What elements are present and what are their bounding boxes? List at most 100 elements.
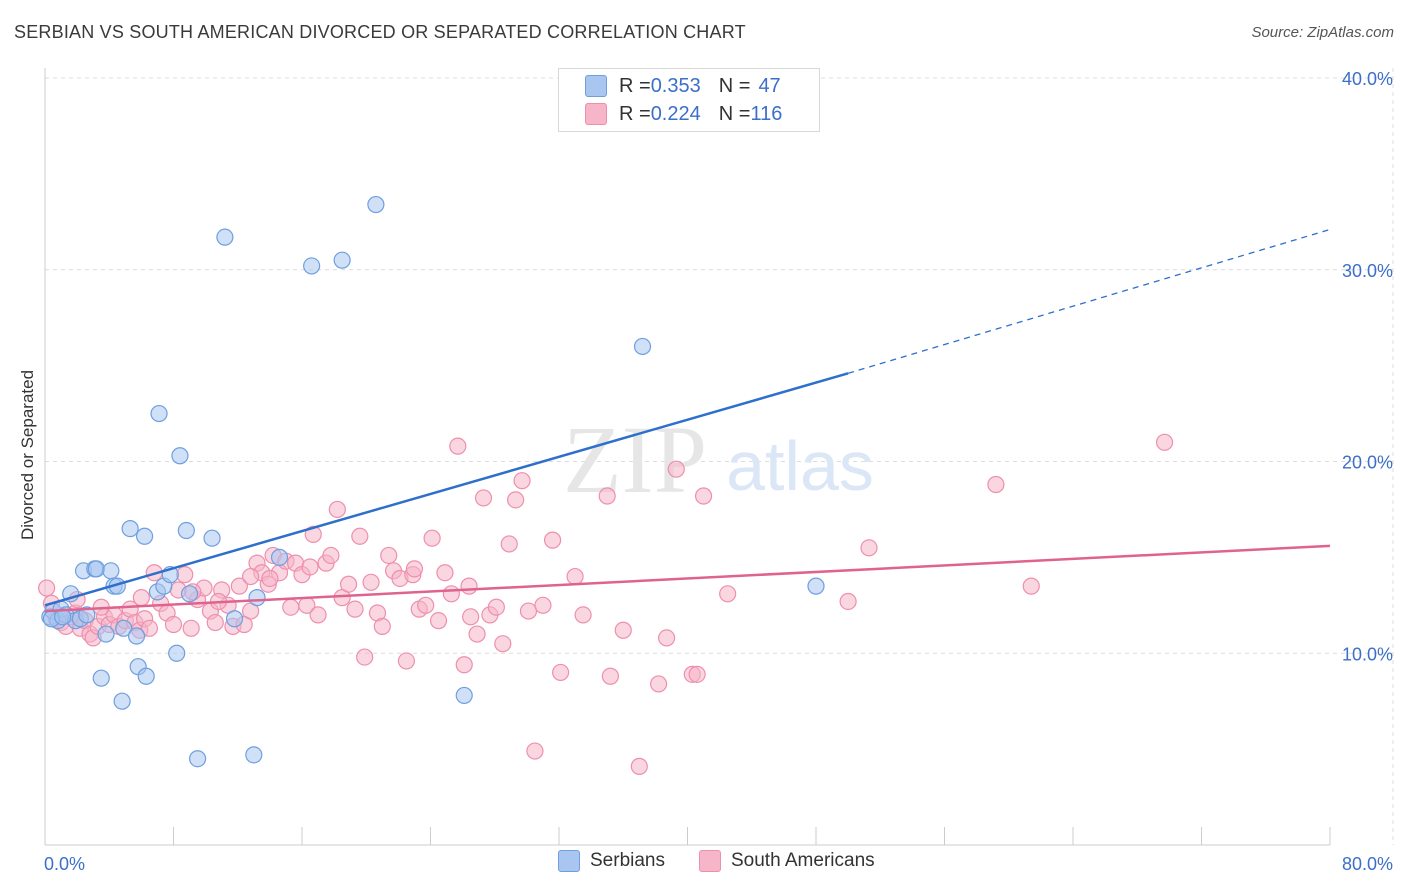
point-serbian [225, 610, 244, 628]
point-south-american [987, 475, 1005, 494]
point-south-american [474, 489, 493, 507]
axes [44, 68, 1331, 846]
point-south-american [462, 608, 480, 626]
point-south-american [346, 600, 364, 618]
point-serbian [78, 606, 96, 624]
point-south-american [182, 619, 200, 637]
point-south-american [301, 558, 319, 576]
legend-swatch-serbians [558, 850, 580, 872]
series-legend: Serbians South Americans [0, 850, 1406, 878]
point-south-american [860, 539, 878, 557]
legend-n-value: 47 [758, 74, 781, 97]
point-serbian [180, 585, 199, 603]
point-south-american [140, 619, 159, 637]
point-south-american [487, 598, 505, 616]
point-south-american [242, 567, 260, 586]
point-south-american [574, 606, 592, 624]
point-south-american [658, 629, 676, 647]
watermark-atlas: atlas [726, 427, 874, 505]
point-south-american [649, 675, 668, 693]
point-south-american [455, 656, 473, 674]
y-tick-label: 40.0% [1342, 69, 1393, 89]
point-south-american [351, 527, 369, 545]
point-south-american [429, 612, 448, 630]
point-south-american [494, 635, 512, 653]
point-serbian [135, 527, 154, 545]
point-south-american [261, 569, 279, 588]
trend-line-serbians [44, 372, 849, 607]
point-south-american [468, 625, 486, 643]
point-south-american [449, 437, 467, 455]
point-serbian [113, 692, 131, 710]
stats-legend: R = 0.353 N = 47 R = 0.224 N = 116 [558, 68, 820, 132]
legend-n-label: N = [718, 74, 751, 97]
point-south-american [417, 596, 435, 614]
point-south-american [322, 546, 340, 565]
point-south-american [206, 613, 224, 632]
point-south-american [719, 585, 737, 603]
point-serbian [367, 195, 385, 214]
legend-swatch-south-americans [699, 850, 721, 872]
point-serbian [115, 619, 133, 637]
trend-line-serbians-extension [847, 228, 1331, 374]
point-south-american [519, 602, 538, 620]
point-serbian [455, 686, 473, 705]
point-south-american [1155, 433, 1174, 451]
source-label: Source: ZipAtlas.com [1251, 24, 1394, 41]
point-south-american [598, 487, 616, 505]
point-serbian [270, 548, 289, 566]
point-south-american [164, 615, 183, 634]
point-serbian [54, 608, 72, 626]
point-south-american [38, 579, 56, 597]
legend-label-serbians: Serbians [590, 850, 665, 871]
point-south-american [694, 487, 713, 505]
y-tick-label: 30.0% [1342, 261, 1393, 281]
point-south-american [397, 652, 416, 670]
point-south-american [460, 577, 478, 595]
legend-n-label: N = [718, 102, 751, 125]
point-south-american [507, 491, 525, 509]
grid-lines [45, 68, 1395, 845]
point-south-american [362, 573, 380, 591]
legend-item-serbians[interactable]: Serbians [558, 850, 665, 872]
legend-r-value: 0.353 [650, 74, 701, 97]
point-serbian [121, 520, 139, 538]
point-serbian [150, 404, 168, 423]
legend-r-label: R = [619, 74, 651, 97]
trend-line-south-americans [44, 544, 1331, 613]
point-serbian [188, 750, 207, 768]
point-south-american [282, 598, 300, 616]
point-south-american [176, 566, 194, 584]
legend-swatch-south-americans [585, 103, 607, 125]
point-south-american [552, 663, 570, 682]
y-tick-label: 10.0% [1342, 644, 1393, 664]
point-south-american [513, 472, 531, 490]
x-tick-label: 0.0% [44, 854, 85, 874]
point-serbian [203, 529, 221, 547]
point-south-american [442, 585, 460, 603]
point-south-american [667, 460, 685, 478]
point-serbian [248, 589, 266, 607]
legend-row-south-americans: R = 0.224 N = 116 [585, 103, 782, 125]
point-south-american [339, 575, 358, 593]
point-serbian [97, 625, 115, 643]
legend-r-value: 0.224 [650, 102, 701, 125]
legend-n-value: 116 [750, 102, 783, 125]
y-tick-label: 20.0% [1342, 453, 1393, 473]
point-south-american [328, 500, 346, 519]
point-south-american [132, 589, 150, 607]
point-south-american [356, 648, 374, 666]
point-serbian [92, 669, 110, 687]
point-south-american [839, 592, 857, 611]
point-south-american [1022, 577, 1040, 595]
point-serbian [127, 627, 146, 645]
x-tick-label: 80.0% [1342, 854, 1393, 874]
point-south-american [614, 621, 632, 639]
legend-row-serbians: R = 0.353 N = 47 [585, 75, 781, 97]
point-serbian [177, 521, 195, 540]
point-serbian [87, 560, 106, 578]
legend-r-label: R = [619, 102, 651, 125]
point-south-american [436, 564, 454, 582]
legend-item-south-americans[interactable]: South Americans [699, 850, 875, 872]
